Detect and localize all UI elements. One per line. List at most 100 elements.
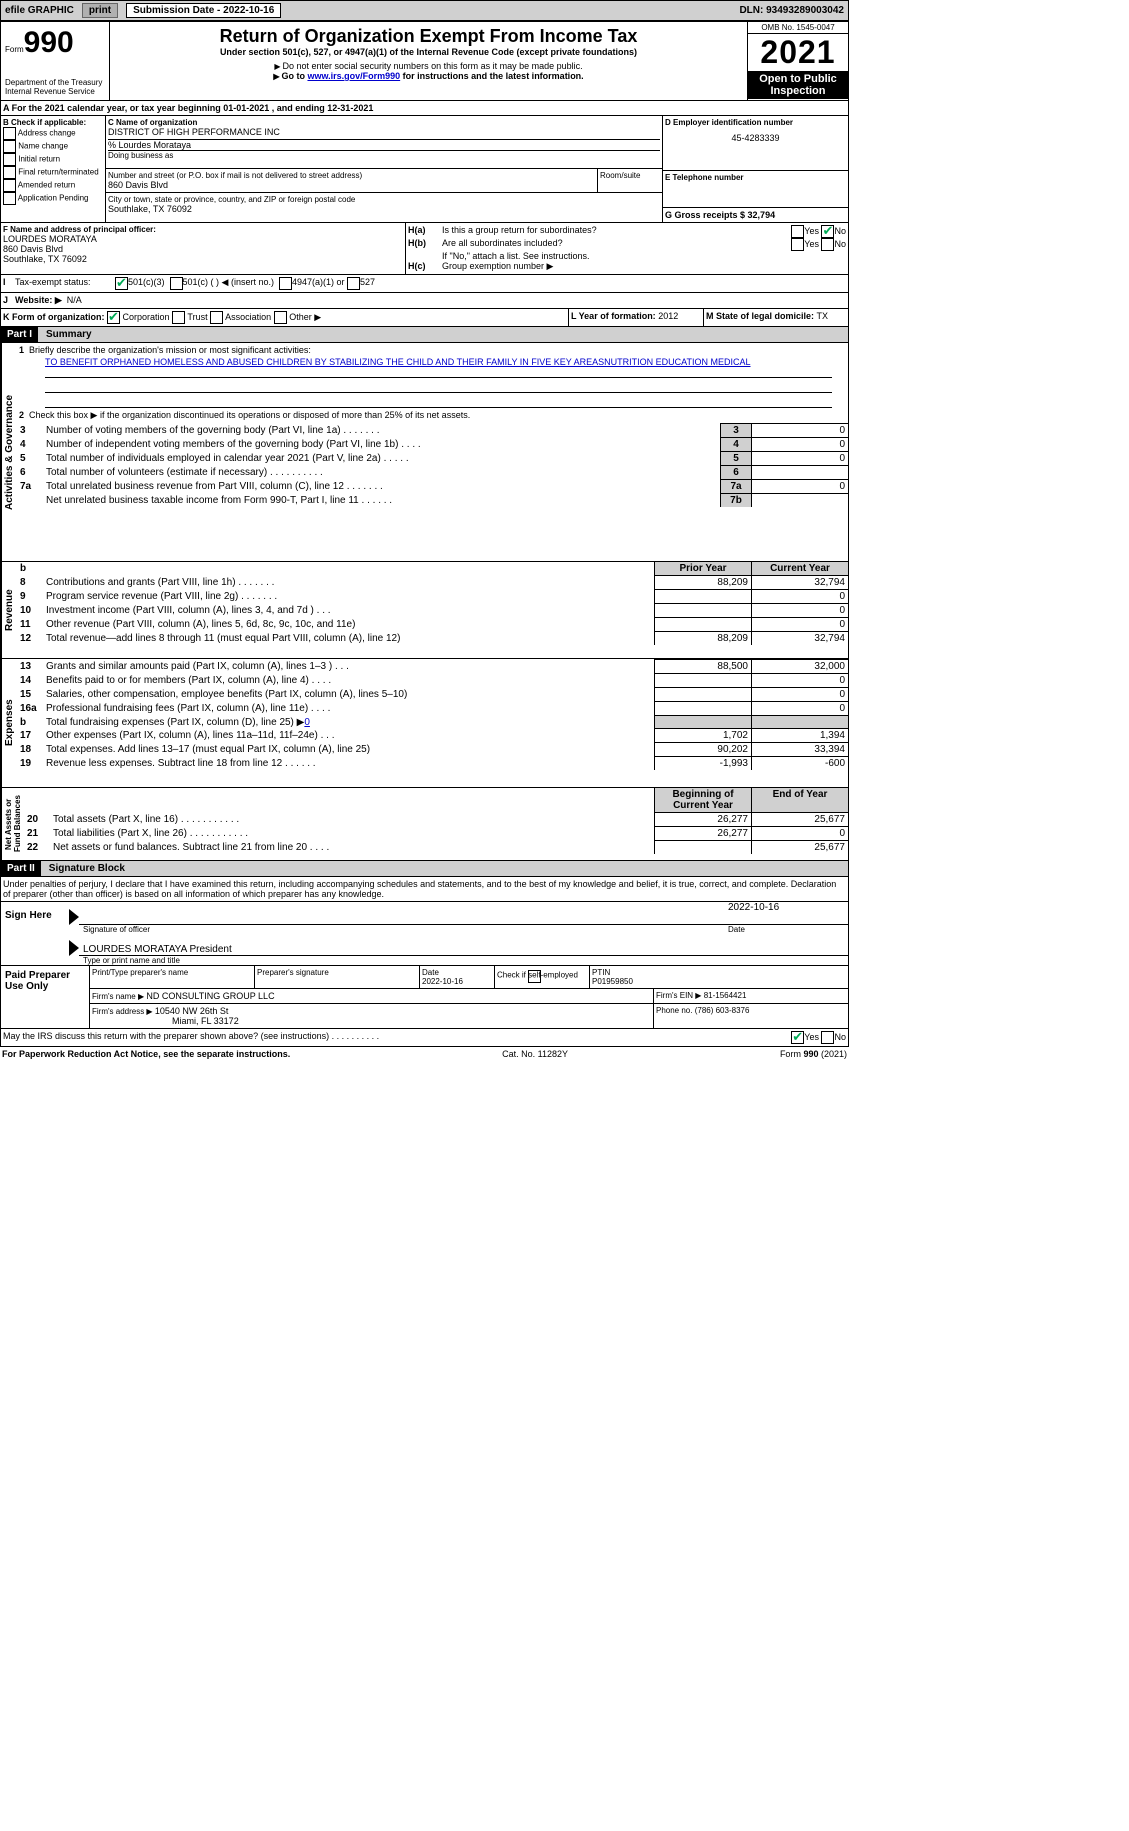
checkbox[interactable] bbox=[3, 153, 16, 166]
website-row: J Website: ▶ N/A bbox=[0, 293, 849, 309]
officer-block: F Name and address of principal officer:… bbox=[0, 223, 849, 275]
col-begin: Beginning of Current Year bbox=[655, 788, 752, 813]
527-check[interactable] bbox=[347, 277, 360, 290]
vlabel-activities: Activities & Governance bbox=[1, 343, 17, 561]
hc-text: Group exemption number ▶ bbox=[442, 261, 553, 272]
box-e-label: E Telephone number bbox=[663, 171, 848, 208]
print-button[interactable]: print bbox=[82, 3, 118, 18]
tax-status-row: I Tax-exempt status: 501(c)(3) 501(c) ( … bbox=[0, 275, 849, 293]
arrow-icon bbox=[69, 909, 79, 925]
paid-preparer-block: Paid Preparer Use Only Print/Type prepar… bbox=[0, 966, 849, 1029]
checkbox[interactable] bbox=[3, 166, 16, 179]
efile-label: efile GRAPHIC bbox=[5, 5, 74, 16]
firm-name: ND CONSULTING GROUP LLC bbox=[146, 991, 274, 1001]
501c3-check[interactable] bbox=[115, 277, 128, 290]
vlabel-expenses: Expenses bbox=[1, 659, 17, 787]
discuss-row: May the IRS discuss this return with the… bbox=[0, 1029, 849, 1047]
pp-date: 2022-10-16 bbox=[422, 977, 463, 986]
revenue-table: bPrior YearCurrent Year 8Contributions a… bbox=[17, 562, 848, 645]
box-f-label: F Name and address of principal officer: bbox=[3, 225, 403, 234]
checkbox[interactable] bbox=[3, 179, 16, 192]
col-current: Current Year bbox=[752, 562, 849, 576]
firm-city: Miami, FL 33172 bbox=[172, 1016, 239, 1026]
hb-yes[interactable] bbox=[791, 238, 804, 251]
col-prior: Prior Year bbox=[655, 562, 752, 576]
discuss-yes[interactable] bbox=[791, 1031, 804, 1044]
year-formation: 2012 bbox=[658, 311, 678, 321]
form-number: 990 bbox=[24, 26, 74, 59]
state-domicile: TX bbox=[817, 311, 829, 321]
paid-preparer-label: Paid Preparer Use Only bbox=[1, 966, 90, 1028]
city-state-zip: Southlake, TX 76092 bbox=[108, 204, 660, 214]
firm-addr: 10540 NW 26th St bbox=[155, 1006, 229, 1016]
open-to-public: Open to Public Inspection bbox=[748, 71, 848, 99]
firm-ein: 81-1564421 bbox=[704, 991, 747, 1000]
firm-phone: (786) 603-8376 bbox=[695, 1006, 750, 1015]
sign-here-label: Sign Here bbox=[1, 902, 69, 965]
checkbox[interactable] bbox=[3, 127, 16, 140]
hb-text: Are all subordinates included? bbox=[442, 238, 791, 251]
form-header: Form990 Department of the Treasury Inter… bbox=[0, 21, 849, 101]
dln: DLN: 93493289003042 bbox=[739, 5, 844, 16]
ha-no[interactable] bbox=[821, 225, 834, 238]
declaration: Under penalties of perjury, I declare th… bbox=[0, 877, 849, 901]
sig-officer-label: Signature of officer bbox=[83, 925, 728, 934]
website-value: N/A bbox=[67, 295, 82, 306]
form-title: Return of Organization Exempt From Incom… bbox=[114, 26, 743, 47]
vlabel-revenue: Revenue bbox=[1, 562, 17, 658]
sign-here-block: Sign Here 2022-10-16 Signature of office… bbox=[0, 901, 849, 966]
checkbox[interactable] bbox=[3, 192, 16, 205]
box-d-label: D Employer identification number bbox=[665, 118, 846, 127]
assoc-check[interactable] bbox=[210, 311, 223, 324]
submission-box: Submission Date - 2022-10-16 bbox=[126, 3, 281, 18]
col-end: End of Year bbox=[752, 788, 849, 813]
netassets-table: Beginning of Current YearEnd of Year 20T… bbox=[24, 788, 848, 854]
vlabel-netassets: Net Assets or Fund Balances bbox=[1, 788, 24, 860]
officer-printed-name: LOURDES MORATAYA President bbox=[79, 944, 848, 956]
dept-treasury: Department of the Treasury bbox=[5, 78, 105, 87]
officer-city: Southlake, TX 76092 bbox=[3, 254, 403, 264]
officer-addr: 860 Davis Blvd bbox=[3, 244, 403, 254]
ha-yes[interactable] bbox=[791, 225, 804, 238]
self-emp-check[interactable] bbox=[528, 970, 541, 983]
officer-name: LOURDES MORATAYA bbox=[3, 234, 403, 244]
corp-check[interactable] bbox=[107, 311, 120, 324]
pp-name-label: Print/Type preparer's name bbox=[90, 966, 255, 988]
hb-note: If "No," attach a list. See instructions… bbox=[442, 251, 846, 261]
other-check[interactable] bbox=[274, 311, 287, 324]
irs-link[interactable]: www.irs.gov/Form990 bbox=[307, 71, 400, 81]
part2-header: Part II Signature Block bbox=[0, 861, 849, 877]
line2-text: Check this box ▶ if the organization dis… bbox=[29, 410, 470, 420]
expenses-block: Expenses 13Grants and similar amounts pa… bbox=[0, 658, 849, 787]
hb-no[interactable] bbox=[821, 238, 834, 251]
box-c-name-label: C Name of organization bbox=[108, 118, 660, 127]
discuss-no[interactable] bbox=[821, 1031, 834, 1044]
box-b-label: B Check if applicable: bbox=[3, 118, 103, 127]
ha-text: Is this a group return for subordinates? bbox=[442, 225, 791, 238]
care-of: % Lourdes Morataya bbox=[108, 139, 660, 150]
4947-check[interactable] bbox=[279, 277, 292, 290]
501c-check[interactable] bbox=[170, 277, 183, 290]
info-block: B Check if applicable: Address change Na… bbox=[0, 116, 849, 223]
sig-date: 2022-10-16 bbox=[724, 902, 848, 925]
netassets-block: Net Assets or Fund Balances Beginning of… bbox=[0, 787, 849, 861]
ein: 45-4283339 bbox=[665, 133, 846, 143]
expenses-table: 13Grants and similar amounts paid (Part … bbox=[17, 659, 848, 770]
ptin: P01959850 bbox=[592, 977, 633, 986]
top-bar: efile GRAPHIC print Submission Date - 20… bbox=[0, 0, 849, 21]
subtitle-1: Under section 501(c), 527, or 4947(a)(1)… bbox=[114, 47, 743, 57]
period-line: A For the 2021 calendar year, or tax yea… bbox=[0, 101, 849, 116]
part1-body: Activities & Governance 1 Briefly descri… bbox=[0, 343, 849, 561]
subtitle-2: Do not enter social security numbers on … bbox=[283, 61, 583, 71]
checkbox[interactable] bbox=[3, 140, 16, 153]
gross-receipts: G Gross receipts $ 32,794 bbox=[663, 208, 848, 222]
omb: OMB No. 1545-0047 bbox=[748, 22, 848, 34]
mission-label: Briefly describe the organization's miss… bbox=[29, 345, 311, 355]
tax-year: 2021 bbox=[748, 34, 848, 71]
room-suite: Room/suite bbox=[598, 169, 662, 192]
irs-label: Internal Revenue Service bbox=[5, 87, 105, 96]
addr-label: Number and street (or P.O. box if mail i… bbox=[108, 171, 595, 180]
pp-sig-label: Preparer's signature bbox=[255, 966, 420, 988]
trust-check[interactable] bbox=[172, 311, 185, 324]
mission-text[interactable]: TO BENEFIT ORPHANED HOMELESS AND ABUSED … bbox=[45, 357, 751, 367]
